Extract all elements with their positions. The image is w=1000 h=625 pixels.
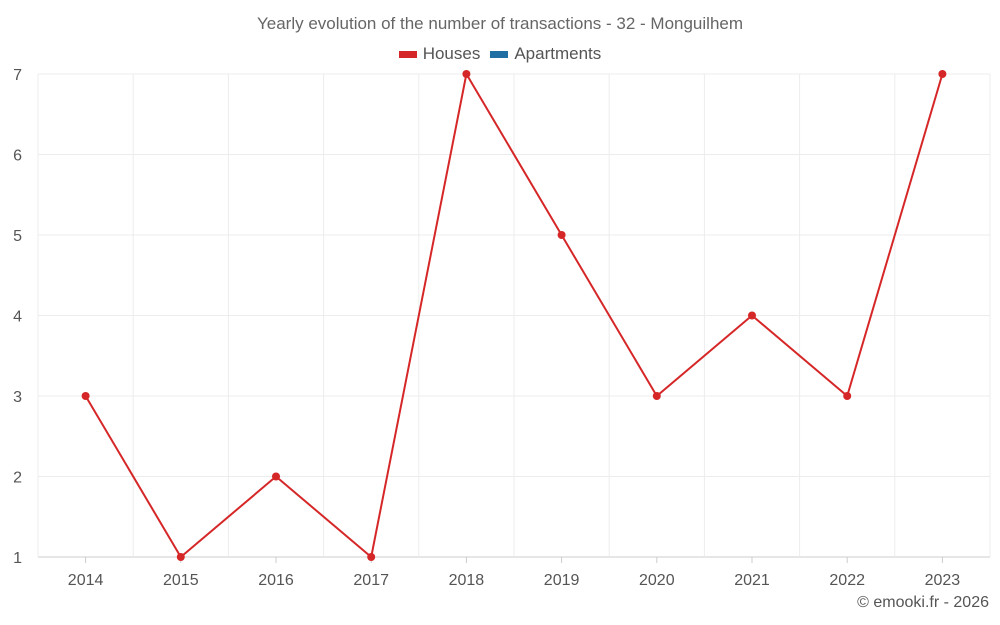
x-tick-label: 2022 bbox=[829, 572, 865, 589]
data-point-houses-2015 bbox=[176, 553, 185, 561]
data-point-houses-2017 bbox=[367, 553, 376, 561]
x-tick-label: 2015 bbox=[163, 572, 199, 589]
chart-title: Yearly evolution of the number of transa… bbox=[256, 14, 744, 33]
legend-swatch-houses bbox=[398, 50, 417, 58]
x-tick-label: 2019 bbox=[544, 572, 580, 589]
legend-swatch-apartments bbox=[490, 50, 509, 58]
x-tick-label: 2014 bbox=[68, 572, 104, 589]
data-point-houses-2021 bbox=[748, 311, 756, 320]
data-point-houses-2016 bbox=[272, 472, 280, 481]
x-tick-label: 2017 bbox=[353, 572, 389, 589]
y-tick-label: 3 bbox=[13, 389, 22, 406]
y-tick-label: 4 bbox=[13, 309, 22, 326]
y-tick-label: 1 bbox=[13, 550, 22, 567]
legend-item-houses[interactable]: Houses bbox=[398, 44, 481, 64]
x-tick-label: 2018 bbox=[449, 572, 485, 589]
x-tick-label: 2021 bbox=[734, 572, 770, 589]
data-point-houses-2018 bbox=[462, 70, 471, 78]
data-point-houses-2019 bbox=[557, 231, 566, 239]
legend-label-houses: Houses bbox=[422, 44, 481, 63]
data-point-houses-2020 bbox=[652, 392, 661, 400]
chart-legend: Houses Apartments bbox=[0, 44, 1000, 64]
y-tick-label: 6 bbox=[13, 148, 22, 165]
y-tick-label: 5 bbox=[13, 228, 22, 245]
x-tick-label: 2016 bbox=[258, 572, 294, 589]
legend-label-apartments: Apartments bbox=[514, 44, 602, 63]
legend-item-apartments[interactable]: Apartments bbox=[490, 44, 601, 64]
data-point-houses-2014 bbox=[81, 392, 90, 400]
data-point-houses-2023 bbox=[938, 70, 947, 78]
y-tick-label: 2 bbox=[13, 470, 22, 487]
copyright-footer: © emooki.fr - 2026 bbox=[857, 594, 989, 611]
data-point-houses-2022 bbox=[843, 392, 852, 400]
x-tick-label: 2020 bbox=[639, 572, 675, 589]
series-line-houses bbox=[84, 73, 944, 558]
y-tick-label: 7 bbox=[13, 67, 22, 84]
x-tick-label: 2023 bbox=[925, 572, 961, 589]
